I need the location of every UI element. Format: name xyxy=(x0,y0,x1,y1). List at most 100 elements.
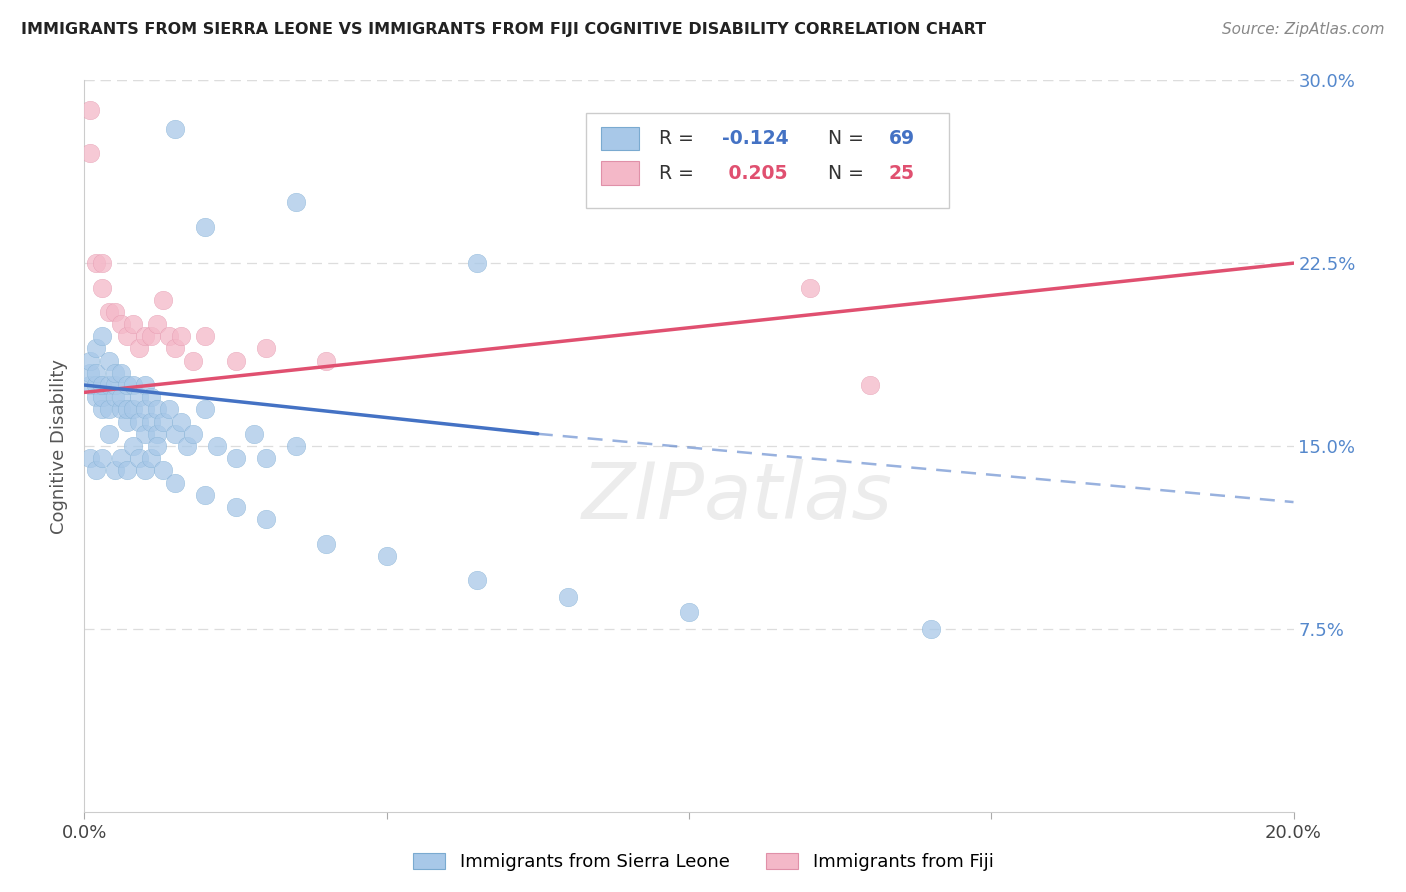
Point xyxy=(97,402,120,417)
Point xyxy=(242,426,264,441)
Point xyxy=(128,390,150,404)
Point xyxy=(134,426,156,441)
Point xyxy=(467,573,489,587)
Point xyxy=(104,305,127,319)
Point xyxy=(254,451,277,466)
Point xyxy=(121,439,143,453)
Point xyxy=(194,329,217,343)
Point xyxy=(91,256,114,270)
Point xyxy=(557,590,579,604)
Point xyxy=(91,390,114,404)
Text: R =: R = xyxy=(659,163,700,183)
Point xyxy=(134,402,156,417)
Point xyxy=(176,439,198,453)
Point xyxy=(139,451,162,466)
Point xyxy=(115,329,138,343)
Point xyxy=(91,378,114,392)
FancyBboxPatch shape xyxy=(600,161,640,185)
Point xyxy=(254,342,277,356)
Point xyxy=(79,353,101,368)
Text: N =: N = xyxy=(828,163,870,183)
Point xyxy=(110,451,132,466)
Point xyxy=(859,378,882,392)
Point xyxy=(194,402,217,417)
Text: ZIPatlas: ZIPatlas xyxy=(582,459,893,535)
Text: 25: 25 xyxy=(889,163,914,183)
Point xyxy=(165,475,187,490)
Point xyxy=(86,366,108,380)
Point xyxy=(115,463,138,477)
Point xyxy=(110,402,132,417)
Point xyxy=(79,378,101,392)
Point xyxy=(146,317,169,331)
Point xyxy=(104,463,127,477)
Point xyxy=(146,402,169,417)
Point xyxy=(134,378,156,392)
Point xyxy=(181,426,204,441)
Point xyxy=(165,122,187,136)
Point xyxy=(86,342,108,356)
Point xyxy=(146,426,169,441)
Point xyxy=(225,451,247,466)
Text: N =: N = xyxy=(828,129,870,148)
Legend: Immigrants from Sierra Leone, Immigrants from Fiji: Immigrants from Sierra Leone, Immigrants… xyxy=(405,846,1001,879)
Point xyxy=(139,415,162,429)
Point xyxy=(165,342,187,356)
Point xyxy=(121,317,143,331)
Point xyxy=(97,378,120,392)
Point xyxy=(128,451,150,466)
Point xyxy=(128,342,150,356)
Text: IMMIGRANTS FROM SIERRA LEONE VS IMMIGRANTS FROM FIJI COGNITIVE DISABILITY CORREL: IMMIGRANTS FROM SIERRA LEONE VS IMMIGRAN… xyxy=(21,22,986,37)
Point xyxy=(86,390,108,404)
Point xyxy=(157,402,180,417)
Text: -0.124: -0.124 xyxy=(721,129,789,148)
Point xyxy=(121,378,143,392)
Point xyxy=(194,219,217,234)
Point xyxy=(79,451,101,466)
Point xyxy=(170,329,193,343)
Y-axis label: Cognitive Disability: Cognitive Disability xyxy=(51,359,69,533)
Point xyxy=(170,415,193,429)
Point xyxy=(97,305,120,319)
Point xyxy=(285,195,308,210)
Point xyxy=(79,366,101,380)
Text: R =: R = xyxy=(659,129,700,148)
Point xyxy=(104,390,127,404)
Point xyxy=(97,426,120,441)
Point xyxy=(86,256,108,270)
FancyBboxPatch shape xyxy=(600,127,640,151)
Point xyxy=(86,463,108,477)
Point xyxy=(128,415,150,429)
Point xyxy=(285,439,308,453)
Point xyxy=(79,146,101,161)
Point xyxy=(97,353,120,368)
Point xyxy=(207,439,229,453)
Point xyxy=(467,256,489,270)
Point xyxy=(181,353,204,368)
Point xyxy=(79,103,101,117)
Point xyxy=(678,605,700,619)
Point xyxy=(110,366,132,380)
Point xyxy=(315,536,337,550)
Point xyxy=(91,402,114,417)
Text: 0.205: 0.205 xyxy=(721,163,787,183)
Point xyxy=(152,463,174,477)
Point xyxy=(375,549,398,563)
Point xyxy=(799,280,821,294)
Point xyxy=(225,353,247,368)
Point xyxy=(104,378,127,392)
Point xyxy=(91,280,114,294)
Point xyxy=(920,622,942,636)
Point xyxy=(315,353,337,368)
Point xyxy=(152,415,174,429)
Point xyxy=(121,402,143,417)
Point xyxy=(115,402,138,417)
Text: 69: 69 xyxy=(889,129,914,148)
Point xyxy=(194,488,217,502)
Point xyxy=(115,378,138,392)
Point xyxy=(152,293,174,307)
Point xyxy=(139,329,162,343)
FancyBboxPatch shape xyxy=(586,113,949,209)
Point xyxy=(146,439,169,453)
Point xyxy=(115,415,138,429)
